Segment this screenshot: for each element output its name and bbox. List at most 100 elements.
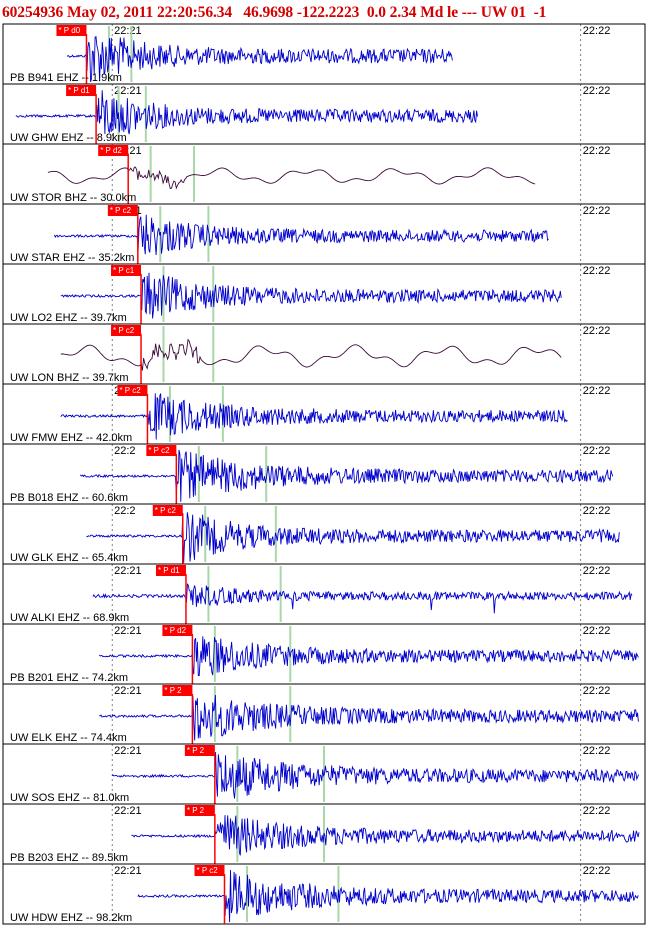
tick-label: 22:22 bbox=[583, 25, 611, 37]
station-label: UW LO2 EHZ -- 39.7km bbox=[10, 312, 127, 324]
trace-panel: 22:21 22:22 * P c2 UW HDW EHZ -- 98.2km bbox=[2, 863, 646, 925]
tick-label: 22:21 bbox=[114, 685, 142, 697]
event-extra: -1 bbox=[533, 4, 547, 21]
pick-flag bbox=[152, 505, 183, 516]
pick-label: * P c2 bbox=[119, 386, 141, 395]
station-label: UW STAR EHZ -- 35.2km bbox=[10, 252, 134, 264]
waveform bbox=[66, 35, 453, 83]
waveform bbox=[99, 694, 639, 741]
tick-label: 22:22 bbox=[583, 685, 611, 697]
trace-panel: 22:21 22:22 * P d0 PB B941 EHZ -- 1.9km bbox=[2, 23, 646, 85]
waveform bbox=[53, 214, 549, 256]
event-datetime: May 02, 2011 22:20:56.34 bbox=[66, 4, 233, 21]
panel-frame bbox=[2, 83, 646, 145]
pick-flag bbox=[146, 445, 177, 456]
tick-label: 22:2 bbox=[114, 445, 135, 457]
tick-label: 22:22 bbox=[583, 505, 611, 517]
station-label: UW SOS EHZ -- 81.0km bbox=[10, 792, 129, 804]
station-label: PB B203 EHZ -- 89.5km bbox=[10, 852, 128, 864]
tick-label: 22:2 bbox=[114, 505, 135, 517]
event-lon: -122.2223 bbox=[296, 4, 360, 21]
pick-flag bbox=[98, 145, 129, 156]
station-label: PB B201 EHZ -- 74.2km bbox=[10, 672, 128, 684]
pick-flag bbox=[66, 85, 97, 96]
tick-label: 22:22 bbox=[583, 325, 611, 337]
station-label: UW STOR BHZ -- 30.0km bbox=[10, 192, 136, 204]
station-label: UW FMW EHZ -- 42.0km bbox=[10, 432, 132, 444]
tick-label: 22:22 bbox=[583, 385, 611, 397]
event-magnitude: 2.34 bbox=[389, 4, 417, 21]
pick-flag bbox=[184, 745, 215, 756]
waveform bbox=[92, 583, 633, 614]
pick-flag bbox=[111, 265, 142, 276]
trace-panel: 22:21 22:22 * P 2 PB B203 EHZ -- 89.5km bbox=[2, 803, 646, 865]
pick-flag bbox=[155, 565, 186, 576]
event-depth: 0.0 bbox=[366, 4, 386, 21]
panel-frame bbox=[2, 863, 646, 925]
waveform bbox=[98, 636, 639, 676]
station-label: PB B941 EHZ -- 1.9km bbox=[10, 72, 122, 84]
trace-panel: 22:21 22:22 * P d1 UW ALKI EHZ -- 68.9km bbox=[2, 563, 646, 625]
waveform bbox=[60, 338, 562, 371]
pick-flag bbox=[162, 685, 193, 696]
station-label: UW LON BHZ -- 39.7km bbox=[10, 372, 129, 384]
waveform bbox=[131, 815, 640, 856]
waveform bbox=[60, 393, 568, 440]
pick-label: * P d0 bbox=[58, 26, 80, 35]
waveform bbox=[47, 166, 536, 190]
station-label: UW ALKI EHZ -- 68.9km bbox=[10, 612, 129, 624]
waveform bbox=[111, 751, 640, 799]
station-label: UW ELK EHZ -- 74.4km bbox=[10, 732, 127, 744]
pick-label: * P c2 bbox=[148, 446, 170, 455]
pick-label: * P d1 bbox=[68, 86, 90, 95]
waveform bbox=[60, 272, 562, 319]
station-label: UW HDW EHZ -- 98.2km bbox=[10, 912, 132, 924]
pick-flag bbox=[111, 325, 142, 336]
pick-flag bbox=[184, 805, 215, 816]
event-network: UW 01 bbox=[480, 4, 527, 21]
event-header: 60254936 May 02, 2011 22:20:56.34 46.969… bbox=[2, 3, 656, 23]
pick-flag bbox=[194, 865, 225, 876]
trace-panel: 22:2 22:22 * P c2 UW GLK EHZ -- 65.4km bbox=[2, 503, 646, 565]
tick-label: 22:21 bbox=[114, 565, 142, 577]
trace-panel: 22:21 22:22 * P 2 UW ELK EHZ -- 74.4km bbox=[2, 683, 646, 745]
tick-label: 22:22 bbox=[583, 745, 611, 757]
tick-label: 22:21 bbox=[114, 745, 142, 757]
tick-label: 22:22 bbox=[583, 145, 611, 157]
waveform bbox=[137, 869, 639, 923]
panel-frame bbox=[2, 383, 646, 445]
tick-label: 22:22 bbox=[583, 265, 611, 277]
pick-label: * P c2 bbox=[113, 326, 135, 335]
trace-panel: 22:21 22:22 * P 2 UW SOS EHZ -- 81.0km bbox=[2, 743, 646, 805]
pick-flag bbox=[162, 625, 193, 636]
pick-label: * P c2 bbox=[196, 866, 218, 875]
tick-label: 22:22 bbox=[583, 625, 611, 637]
tick-label: 22:21 bbox=[114, 865, 142, 877]
pick-label: * P 2 bbox=[187, 746, 205, 755]
pick-label: * P 2 bbox=[187, 806, 205, 815]
tick-label: 22:21 bbox=[114, 625, 142, 637]
pick-label: * P 2 bbox=[164, 686, 182, 695]
tick-label: 22:21 bbox=[114, 85, 142, 97]
waveform bbox=[79, 449, 614, 502]
event-lat: 46.9698 bbox=[243, 4, 294, 21]
trace-panel: 22:21 22:22 * P d1 UW GHW EHZ -- 8.9km bbox=[2, 83, 646, 145]
station-label: UW GLK EHZ -- 65.4km bbox=[10, 552, 128, 564]
pick-label: * P c2 bbox=[110, 206, 132, 215]
tick-label: 22:22 bbox=[583, 205, 611, 217]
event-mag-type: Md bbox=[420, 4, 444, 21]
station-label: UW GHW EHZ -- 8.9km bbox=[10, 132, 127, 144]
waveform bbox=[15, 90, 478, 135]
event-quality: le --- bbox=[447, 4, 477, 21]
pick-flag bbox=[107, 205, 138, 216]
tick-label: 22:22 bbox=[583, 85, 611, 97]
trace-panel: 22:2 22:22 * P c2 PB B018 EHZ -- 60.6km bbox=[2, 443, 646, 505]
pick-label: * P d1 bbox=[158, 566, 180, 575]
pick-label: * P c2 bbox=[155, 506, 177, 515]
